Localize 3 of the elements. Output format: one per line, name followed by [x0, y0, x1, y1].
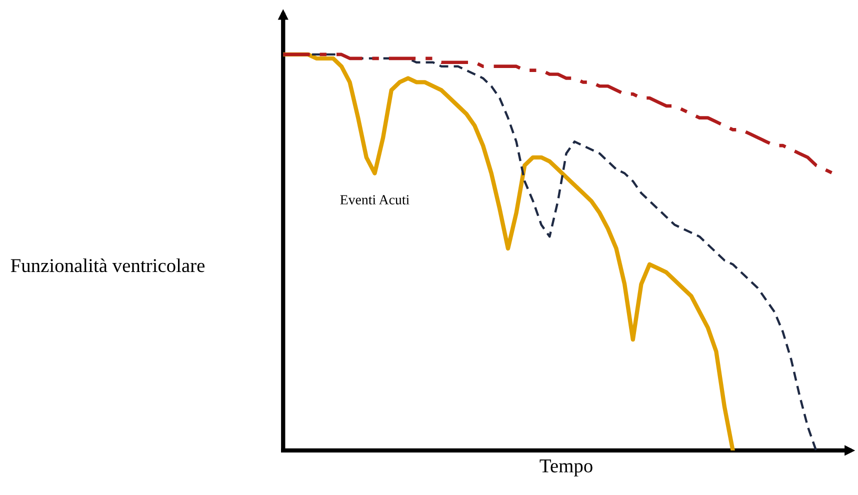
x-axis-title: Tempo: [540, 460, 592, 476]
annotation: Eventi Acuti: [340, 195, 410, 204]
y-axis-title: Funzionalità ventricolare: [10, 258, 205, 272]
